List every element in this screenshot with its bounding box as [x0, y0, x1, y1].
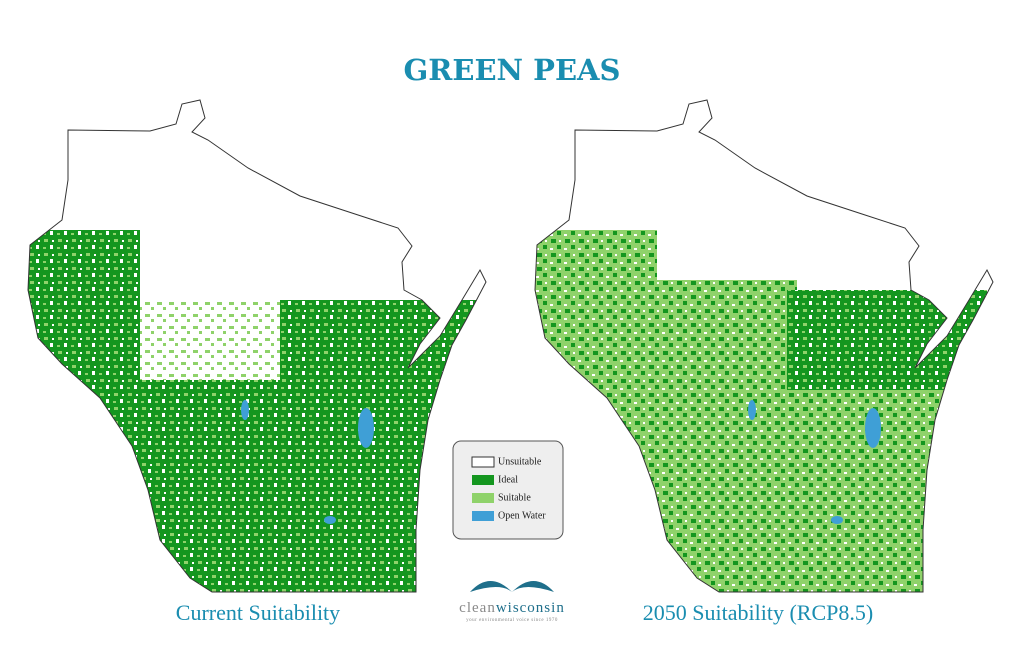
legend-swatch [472, 475, 494, 485]
map-2050 [534, 99, 994, 593]
logo-part: wisconsin [496, 600, 565, 616]
legend-swatch [472, 493, 494, 503]
logo-text: cleanwisconsin [459, 600, 565, 616]
logo-tagline: your environmental voice since 1970 [466, 618, 558, 623]
logo-part: clean [459, 600, 496, 616]
legend-label: Ideal [498, 474, 518, 485]
caption: 2050 Suitability (RCP8.5) [643, 600, 873, 625]
map-current [27, 99, 487, 593]
legend-label: Unsuitable [498, 456, 542, 467]
caption: Current Suitability [176, 600, 340, 625]
logo: cleanwisconsin your environmental voice … [459, 581, 565, 623]
legend: Unsuitable Ideal Suitable Open Water [452, 440, 564, 540]
legend-swatch [471, 456, 495, 468]
title: GREEN PEAS [403, 53, 620, 87]
legend-swatch [472, 511, 494, 521]
legend-label: Suitable [498, 492, 531, 503]
legend-label: Open Water [498, 510, 546, 521]
